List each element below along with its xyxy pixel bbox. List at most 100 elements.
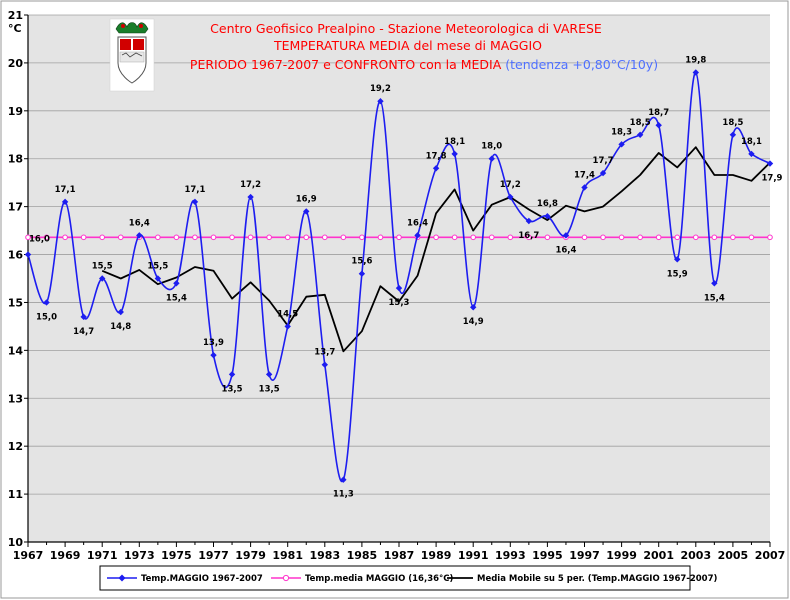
x-tick-label: 1981	[272, 549, 303, 562]
y-tick-label: 10	[8, 536, 24, 549]
mean-marker	[377, 234, 384, 241]
temperature-data-label: 18,7	[648, 108, 669, 118]
mean-marker	[767, 234, 773, 241]
mean-marker	[655, 234, 662, 241]
temperature-marker	[748, 150, 755, 158]
mean-marker	[62, 234, 68, 241]
temperature-data-label: 16,7	[518, 231, 539, 241]
temperature-data-label: 16,4	[407, 218, 428, 228]
mean-marker	[544, 234, 551, 241]
y-tick-label: 20	[8, 57, 24, 70]
legend-label-temperature: Temp.MAGGIO 1967-2007	[141, 574, 263, 584]
temperature-marker	[618, 141, 625, 148]
temperature-marker	[358, 270, 366, 277]
legend-label-moving-avg: Media Mobile su 5 per. (Temp.MAGGIO 1967…	[477, 574, 717, 584]
x-tick-label: 1975	[161, 549, 192, 562]
temperature-marker	[451, 150, 458, 158]
temperature-line	[27, 71, 771, 483]
mean-marker	[581, 234, 588, 241]
temperature-data-label: 14,7	[73, 327, 94, 337]
temperature-marker	[61, 198, 69, 206]
x-tick-label: 1979	[235, 549, 266, 562]
y-tick-label: 21	[8, 9, 23, 22]
x-tick-label: 2007	[755, 549, 786, 562]
mean-marker	[451, 234, 458, 241]
temperature-data-label: 19,2	[370, 84, 391, 94]
temperature-marker	[488, 155, 495, 162]
temperature-data-label: 13,7	[314, 348, 335, 358]
temperature-marker	[80, 313, 87, 321]
temperature-marker	[692, 69, 699, 76]
temperature-data-label: 16,9	[296, 194, 317, 204]
x-tick-label: 1971	[87, 549, 118, 562]
x-tick-label: 1967	[13, 549, 44, 562]
temperature-marker	[636, 131, 644, 138]
mean-marker	[210, 234, 217, 241]
temperature-data-label: 17,1	[55, 185, 76, 195]
mean-marker	[748, 234, 755, 241]
y-tick-label: 16	[8, 249, 24, 262]
mean-marker	[618, 234, 625, 241]
temperature-data-label: 15,5	[147, 262, 168, 272]
mean-marker	[192, 234, 198, 241]
chart-title-line-1: Centro Geofisico Prealpino - Stazione Me…	[210, 21, 602, 36]
mean-marker	[507, 234, 514, 241]
temperature-marker	[99, 275, 106, 282]
temperature-data-label: 15,3	[389, 298, 410, 308]
x-tick-label: 1969	[50, 549, 81, 562]
mean-marker	[229, 234, 235, 241]
temperature-marker	[711, 280, 718, 287]
legend: Temp.MAGGIO 1967-2007 Temp.media MAGGIO …	[99, 565, 717, 591]
temperature-data-label: 18,5	[722, 118, 743, 128]
mean-marker	[247, 234, 254, 241]
temperature-marker	[154, 275, 162, 282]
y-tick-label: 12	[8, 440, 23, 453]
tick-labels: 10 11 12 13 14 15 16 17 18 19 20 21 1967 1969 1971 1973…	[8, 9, 786, 562]
temperature-marker	[414, 232, 421, 239]
mean-marker	[266, 234, 272, 241]
mean-marker	[117, 234, 124, 241]
x-tick-label: 2003	[680, 549, 711, 562]
x-tick-label: 1987	[384, 549, 415, 562]
temperature-data-label: 15,6	[351, 257, 372, 267]
mean-marker	[155, 234, 161, 241]
x-tick-label: 1991	[458, 549, 489, 562]
temperature-marker	[544, 213, 551, 220]
mean-marker	[600, 234, 606, 241]
temperature-data-label: 18,1	[741, 137, 762, 147]
mean-marker	[303, 234, 310, 241]
x-tick-label: 1985	[347, 549, 378, 562]
temperature-data-label: 15,9	[667, 269, 688, 279]
x-tick-label: 2005	[718, 549, 749, 562]
temperature-data-label: 16,4	[555, 245, 576, 255]
temperature-marker	[507, 193, 514, 201]
y-tick-label: 15	[8, 296, 23, 309]
mean-marker	[396, 234, 402, 241]
temperature-data-label: 19,8	[685, 55, 706, 65]
temperature-data-label: 17,4	[574, 170, 595, 180]
temperature-marker	[284, 323, 291, 330]
temperature-marker	[117, 308, 124, 316]
temperature-marker	[210, 351, 217, 359]
legend-marker-mean	[282, 574, 290, 582]
temperature-marker	[191, 198, 199, 206]
mean-marker	[284, 234, 291, 241]
temperature-marker	[247, 193, 254, 201]
temperature-data-label: 14,5	[277, 309, 298, 319]
mean-marker	[730, 234, 736, 241]
temperature-data-label: 18,1	[444, 137, 465, 147]
temperature-marker	[766, 160, 774, 167]
temperature-marker	[173, 280, 180, 287]
y-tick-label: 14	[8, 344, 24, 357]
temperature-data-label: 18,0	[481, 142, 502, 152]
temperature-data-label: 13,5	[259, 384, 280, 394]
legend-box	[99, 565, 691, 591]
temperature-data-label: 11,3	[333, 490, 354, 500]
x-tick-label: 2001	[643, 549, 674, 562]
temperature-data-label: 17,2	[500, 180, 521, 190]
y-tick-label: 18	[8, 153, 23, 166]
temperature-data-label: 15,4	[166, 293, 187, 303]
temperature-marker	[340, 476, 347, 483]
